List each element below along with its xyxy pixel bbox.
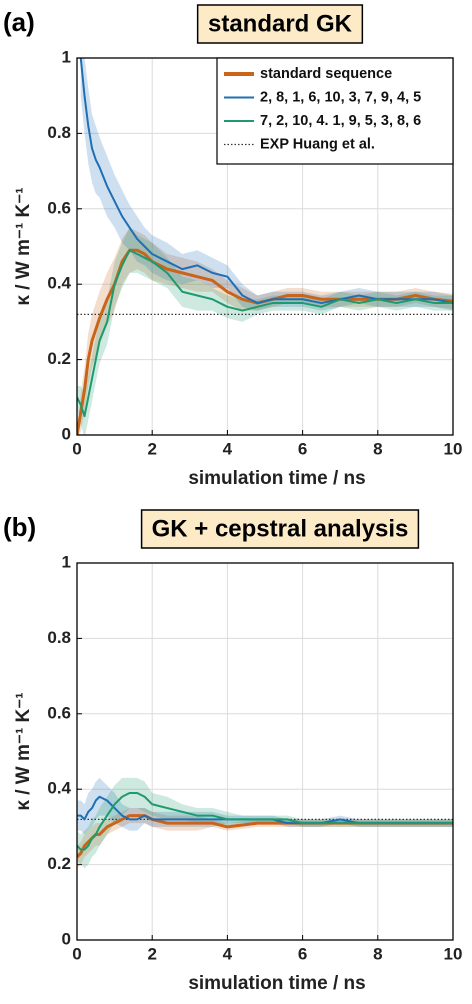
x-axis-label: simulation time / ns [188,468,365,489]
y-tick-label: 0.6 [47,198,71,217]
data-line [77,791,453,851]
x-tick-label: 4 [223,439,233,458]
y-tick-label: 0.2 [47,854,71,873]
plot-area [77,777,453,869]
y-tick-label: 0.8 [47,123,71,142]
y-tick-label: 0.6 [47,703,71,722]
panel-label: (b) [3,512,36,542]
y-tick-label: 0.8 [47,628,71,647]
legend-box [216,57,454,165]
plot-area [77,58,453,435]
legend-label: standard sequence [260,66,392,82]
y-tick-label: 0 [62,929,71,948]
uncertainty-band [77,227,453,435]
legend: standard sequence 2, 8, 1, 6, 10, 3, 7, 9… [216,57,454,165]
x-tick-label: 0 [72,944,81,963]
y-tick-label: 0.2 [47,349,71,368]
x-tick-label: 4 [223,944,233,963]
y-axis-label: κ / W m⁻¹ K⁻¹ [13,187,34,305]
y-tick-label: 1 [62,47,71,66]
x-tick-label: 0 [72,439,81,458]
legend-label: EXP Huang et al. [260,136,375,152]
plot-frame [76,562,454,941]
data-line [77,248,453,435]
panel: (a) standard GK 0 2 4 6 8 10 0 0.2 0.4 0.6 0.8 1 simul… [3,4,463,489]
x-tick-label: 8 [373,944,382,963]
x-tick-label: 6 [298,439,307,458]
x-tick-label: 6 [298,944,307,963]
x-tick-label: 2 [147,944,156,963]
x-tick-label: 10 [444,944,463,963]
chart-title: standard GK [208,10,353,37]
panel-label: (a) [3,7,35,37]
panel: (b) GK + cepstral analysis 0 2 4 6 8 10 0 0.2 0.4 0… [3,509,463,994]
legend-label: 2, 8, 1, 6, 10, 3, 7, 9, 4, 5 [260,89,421,105]
y-tick-label: 0.4 [47,779,71,798]
chart-title: GK + cepstral analysis [152,515,409,542]
x-tick-label: 2 [147,439,156,458]
title-box [140,509,420,549]
y-axis-label: κ / W m⁻¹ K⁻¹ [13,692,34,810]
y-tick-label: 0.4 [47,274,71,293]
data-line [79,58,453,305]
x-axis-label: simulation time / ns [188,973,365,994]
legend-label: 7, 2, 10, 4. 1, 9, 5, 3, 8, 6 [260,113,421,129]
title-box [196,4,364,44]
x-tick-label: 10 [444,439,463,458]
x-tick-label: 8 [373,439,382,458]
uncertainty-band [77,227,453,435]
y-tick-label: 0 [62,424,71,443]
data-line [77,249,453,418]
y-tick-label: 1 [62,552,71,571]
